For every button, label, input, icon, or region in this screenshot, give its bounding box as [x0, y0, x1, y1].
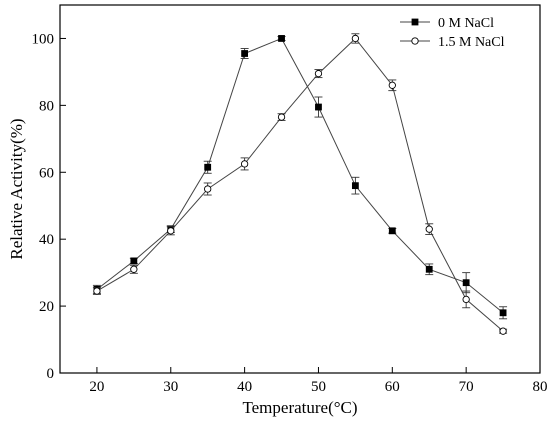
series-line: [96, 37, 504, 314]
legend-label: 1.5 M NaCl: [438, 35, 505, 50]
y-tick-label: 40: [39, 232, 54, 248]
series-2: [92, 33, 508, 335]
plot-frame: [59, 4, 541, 374]
legend: 0 M NaCl 1.5 M NaCl: [400, 16, 505, 50]
data-point: [351, 34, 360, 43]
data-point: [315, 103, 322, 111]
data-point: [277, 113, 286, 121]
y-axis-title: Relative Activity(%): [7, 118, 26, 259]
series-layer: [92, 33, 508, 335]
x-tick-label: 70: [459, 379, 474, 395]
y-tick-label: 0: [47, 366, 55, 382]
data-point: [130, 257, 138, 265]
x-tick-label: 30: [163, 379, 178, 395]
x-tick-label: 20: [89, 379, 104, 395]
x-tick-label: 80: [533, 379, 548, 395]
x-tick-label: 50: [311, 379, 326, 395]
data-point: [462, 279, 470, 287]
y-tick-label: 60: [39, 165, 54, 181]
legend-marker: [411, 18, 419, 26]
legend-marker: [411, 37, 419, 45]
data-point: [425, 265, 433, 273]
y-tick-label: 20: [39, 299, 54, 315]
y-tick-label: 100: [32, 31, 55, 47]
x-axis-title: Temperature(°C): [242, 398, 357, 417]
data-point: [204, 163, 212, 171]
data-point: [388, 81, 396, 89]
x-tick-label: 60: [385, 379, 400, 395]
data-point: [130, 265, 138, 273]
data-point: [499, 327, 507, 335]
x-tick-label: 40: [237, 379, 252, 395]
data-point: [167, 227, 175, 235]
axes: 20 30 40 50 60 70 80 0 20 40 60 80 100: [32, 4, 548, 395]
data-point: [425, 225, 433, 233]
data-point: [241, 50, 249, 57]
data-point: [351, 182, 359, 190]
data-point: [314, 69, 323, 78]
series-line: [96, 37, 504, 332]
y-tick-label: 80: [39, 98, 54, 114]
legend-label: 0 M NaCl: [438, 16, 494, 31]
data-point: [499, 309, 507, 317]
data-point: [278, 35, 285, 42]
data-point: [204, 185, 212, 193]
data-point: [462, 295, 470, 304]
data-point: [388, 227, 396, 235]
series-1: [92, 35, 508, 320]
data-point: [240, 160, 249, 168]
data-point: [93, 287, 101, 295]
